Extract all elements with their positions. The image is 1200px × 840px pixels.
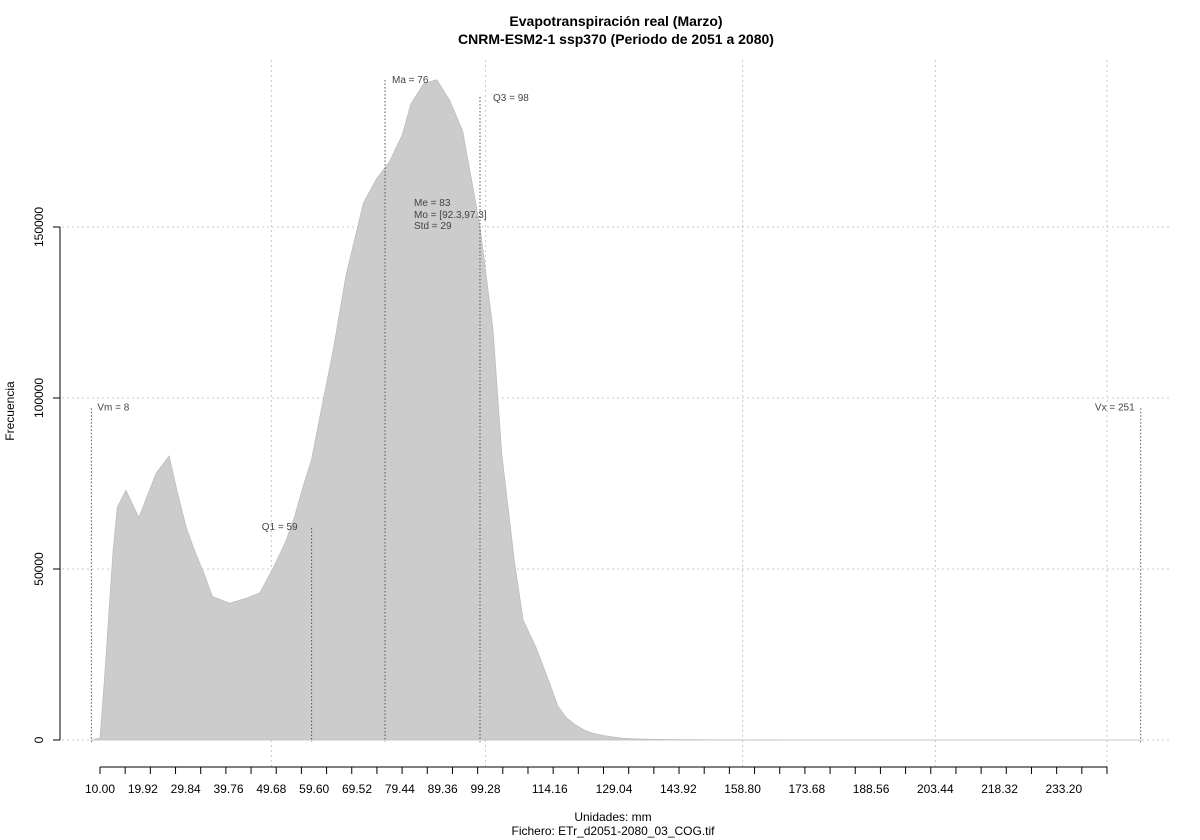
x-tick-label: 89.36 <box>428 782 458 796</box>
x-tick-label: 99.28 <box>471 782 501 796</box>
chart-title: Evapotranspiración real (Marzo) <box>509 13 723 29</box>
x-tick-label: 203.44 <box>917 782 954 796</box>
y-tick-label: 100000 <box>32 378 46 418</box>
annotation-me: Me = 83 <box>414 198 451 209</box>
annotation-mo: Mo = [92.3,97.3] <box>414 210 487 221</box>
x-tick-label: 143.92 <box>660 782 697 796</box>
x-tick-label: 39.76 <box>213 782 243 796</box>
density-area <box>91 79 1141 741</box>
x-tick-label: 29.84 <box>171 782 201 796</box>
x-tick-label: 10.00 <box>85 782 115 796</box>
x-tick-label: 79.44 <box>385 782 415 796</box>
annotation-vx: Vx = 251 <box>1095 402 1135 413</box>
x-axis: 10.00 19.92 29.84 39.76 49.68 59.60 69.52 79.44… <box>85 766 1108 796</box>
y-axis: 0 50000 100000 150000 <box>32 207 61 743</box>
x-axis-label: Unidades: mm <box>574 810 652 824</box>
x-tick-label: 158.80 <box>724 782 761 796</box>
annotation-vm: Vm = 8 <box>97 402 129 413</box>
x-tick-label: 173.68 <box>788 782 825 796</box>
annotation-q1: Q1 = 59 <box>262 522 298 533</box>
x-tick-label: 233.20 <box>1045 782 1082 796</box>
chart-subtitle: CNRM-ESM2-1 ssp370 (Periodo de 2051 a 20… <box>458 31 774 47</box>
x-tick-label: 114.16 <box>532 782 568 796</box>
y-tick-label: 50000 <box>32 552 46 586</box>
x-tick-label: 218.32 <box>981 782 1018 796</box>
file-footer: Fichero: ETr_d2051-2080_03_COG.tif <box>511 824 715 838</box>
y-tick-label: 0 <box>32 736 46 743</box>
statistic-annotations: Vm = 8 Vx = 251 Q1 = 59 Ma = 76 Q3 = 98 … <box>97 75 1135 533</box>
statistic-lines <box>90 79 1142 742</box>
x-tick-label: 59.60 <box>299 782 329 796</box>
annotation-q3: Q3 = 98 <box>493 93 529 104</box>
x-tick-label: 49.68 <box>256 782 286 796</box>
x-tick-label: 129.04 <box>596 782 633 796</box>
x-tick-label: 19.92 <box>128 782 158 796</box>
annotation-std: Std = 29 <box>414 221 452 232</box>
x-tick-label: 188.56 <box>853 782 890 796</box>
annotation-ma: Ma = 76 <box>392 75 429 86</box>
y-tick-label: 150000 <box>32 207 46 247</box>
x-tick-label: 69.52 <box>342 782 372 796</box>
